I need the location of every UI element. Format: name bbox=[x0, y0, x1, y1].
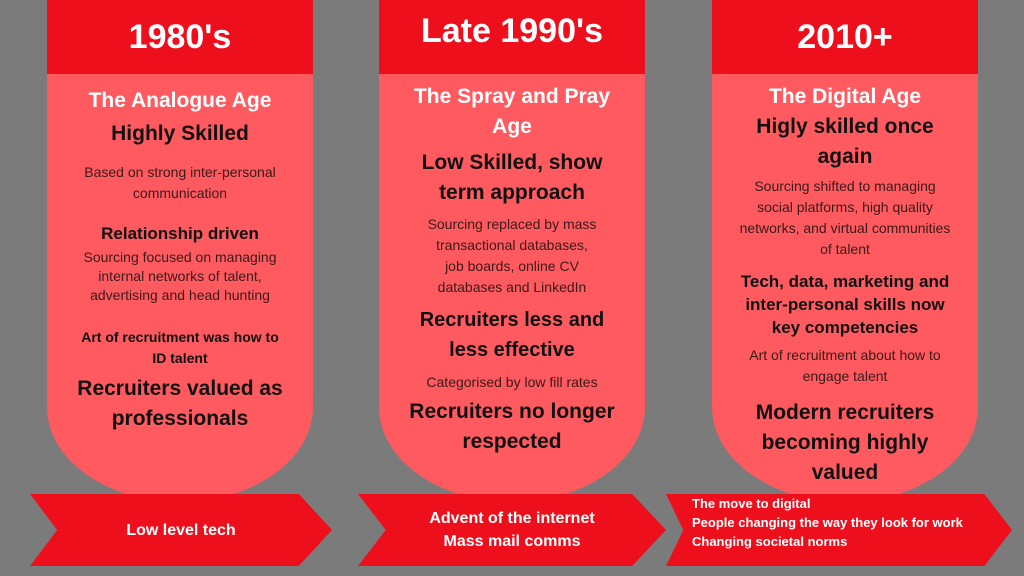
column-body bbox=[712, 74, 978, 502]
skill-description: Based on strong inter-personal communica… bbox=[84, 164, 276, 201]
closing-statement: Recruiters no longer respected bbox=[409, 400, 615, 453]
competencies-heading: Tech, data, marketing and inter-personal… bbox=[740, 272, 950, 337]
column-header: 2010+ bbox=[712, 0, 978, 74]
skill-heading: Highly Skilled bbox=[111, 122, 249, 145]
skill-description: Sourcing shifted to managing social plat… bbox=[739, 178, 951, 257]
column-1980s: 1980's The Analogue Age Highly Skilled B… bbox=[47, 0, 313, 502]
arrow-text: People changing the way they look for wo… bbox=[692, 515, 963, 530]
arrow-text: Advent of the internet bbox=[429, 510, 595, 527]
column-content: The Spray and Pray Age Low Skilled, show… bbox=[379, 74, 645, 457]
effectiveness-heading: Recruiters less and less effective bbox=[419, 309, 605, 361]
column-header: 1980's bbox=[47, 0, 313, 74]
column-content: The Analogue Age Highly Skilled Based on… bbox=[47, 74, 313, 434]
arrow-text: The move to digital bbox=[692, 496, 811, 511]
arrow-text: Mass mail comms bbox=[443, 533, 581, 550]
era-subtitle: The Spray and Pray Age bbox=[413, 85, 611, 138]
skill-description: Sourcing replaced by mass transactional … bbox=[427, 216, 597, 295]
era-subtitle: The Digital Age bbox=[768, 85, 922, 108]
arrow-1980s: Low level tech bbox=[30, 494, 332, 566]
arrow-late-1990s: Advent of the internet Mass mail comms bbox=[358, 494, 666, 566]
column-header: Late 1990's bbox=[379, 0, 645, 74]
skill-heading: Higly skilled once again bbox=[756, 115, 934, 168]
column-content: The Digital Age Higly skilled once again… bbox=[712, 74, 978, 488]
era-subtitle: The Analogue Age bbox=[88, 89, 272, 112]
column-2010-plus: 2010+ The Digital Age Higly skilled once… bbox=[712, 0, 978, 502]
driver-description: Sourcing focused on managing internal ne… bbox=[83, 249, 277, 303]
art-of-recruitment-note: Art of recruitment was how to ID talent bbox=[81, 329, 279, 366]
skill-heading: Low Skilled, show term approach bbox=[421, 151, 603, 204]
arrow-text: Changing societal norms bbox=[692, 534, 848, 549]
closing-statement: Modern recruiters becoming highly valued bbox=[755, 401, 935, 484]
effectiveness-description: Categorised by low fill rates bbox=[426, 374, 598, 390]
column-body bbox=[379, 74, 645, 502]
closing-statement: Recruiters valued as professionals bbox=[77, 377, 283, 430]
competencies-description: Art of recruitment about how to engage t… bbox=[749, 347, 941, 384]
column-body bbox=[47, 74, 313, 502]
driver-heading: Relationship driven bbox=[101, 224, 259, 243]
arrow-text: Low level tech bbox=[126, 521, 236, 539]
column-late-1990s: Late 1990's The Spray and Pray Age Low S… bbox=[379, 0, 645, 502]
arrow-2010-plus: The move to digital People changing the … bbox=[666, 494, 1012, 566]
